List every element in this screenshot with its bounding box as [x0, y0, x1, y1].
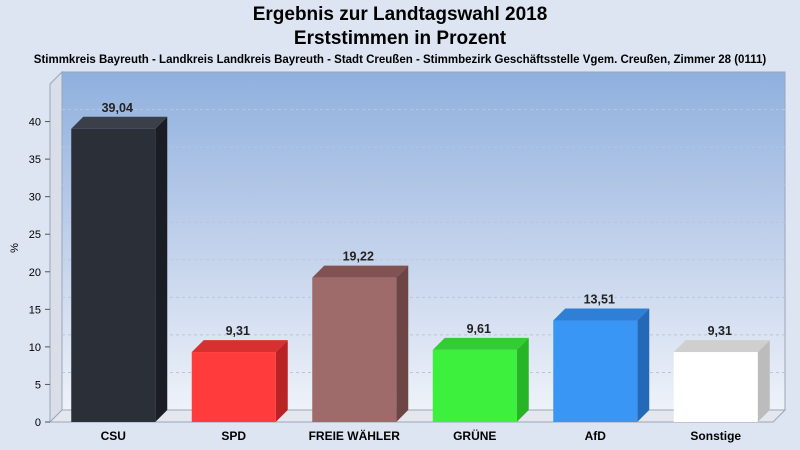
x-tick-label: Sonstige [690, 429, 741, 443]
y-tick-label: 0 [35, 417, 41, 429]
bar-spd [191, 340, 288, 422]
bars: 39,04 9,31 19,22 9,61 13,51 9,31 [71, 101, 770, 422]
y-tick-label: 20 [29, 267, 41, 279]
plot-side-wall [49, 70, 63, 424]
y-tick-label: 35 [29, 154, 41, 166]
bar-side [637, 308, 650, 422]
bar-top [312, 265, 409, 278]
data-label: 39,04 [102, 101, 133, 115]
x-tick-label: CSU [101, 429, 126, 443]
chart-title: Ergebnis zur Landtagswahl 2018 [252, 4, 548, 25]
bar-front [191, 352, 276, 422]
bar-freie-wähler [312, 265, 409, 422]
bar-csu [71, 116, 168, 422]
data-label: 9,31 [708, 324, 732, 338]
y-axis: 0 5 10 15 20 25 30 35 40 [29, 117, 50, 429]
y-axis-label: % [9, 243, 21, 253]
bar-top [432, 337, 529, 350]
y-tick-label: 40 [29, 117, 41, 129]
x-tick-label: SPD [221, 429, 246, 443]
y-tick-label: 30 [29, 192, 41, 204]
bar-side [155, 116, 168, 422]
bar-sonstige [673, 340, 770, 422]
bar-side [396, 265, 409, 422]
bar-top [71, 116, 168, 129]
bar-top [673, 340, 770, 353]
chart-subtitle: Stimmkreis Bayreuth - Landkreis Landkrei… [33, 54, 767, 66]
bar-afd [553, 308, 650, 422]
x-tick-label: FREIE WÄHLER [309, 428, 401, 443]
data-label: 13,51 [584, 293, 615, 307]
x-axis-labels: CSU SPD FREIE WÄHLER GRÜNE AfD Sonstige [101, 428, 742, 443]
bar-front [673, 352, 758, 422]
x-tick-label: GRÜNE [453, 428, 496, 443]
bar-side [757, 340, 770, 422]
bar-side [275, 340, 288, 422]
grid-lines [62, 109, 785, 373]
chart-title-line2: Erststimmen in Prozent [293, 28, 507, 49]
bar-front [553, 320, 638, 422]
bar-side [516, 337, 529, 422]
y-tick-label: 10 [29, 342, 41, 354]
data-label: 19,22 [343, 250, 374, 264]
y-tick-label: 15 [29, 304, 41, 316]
y-tick-label: 25 [29, 229, 41, 241]
y-tick-label: 5 [35, 379, 41, 391]
bar-front [71, 128, 156, 422]
x-tick-label: AfD [585, 429, 607, 443]
bar-top [553, 308, 650, 321]
data-label: 9,61 [467, 322, 491, 336]
plot-back-wall [61, 71, 786, 411]
bar-front [312, 277, 397, 422]
bar-grüne [432, 337, 529, 422]
bar-top [191, 340, 288, 353]
data-label: 9,31 [226, 324, 250, 338]
bar-front [432, 349, 517, 422]
